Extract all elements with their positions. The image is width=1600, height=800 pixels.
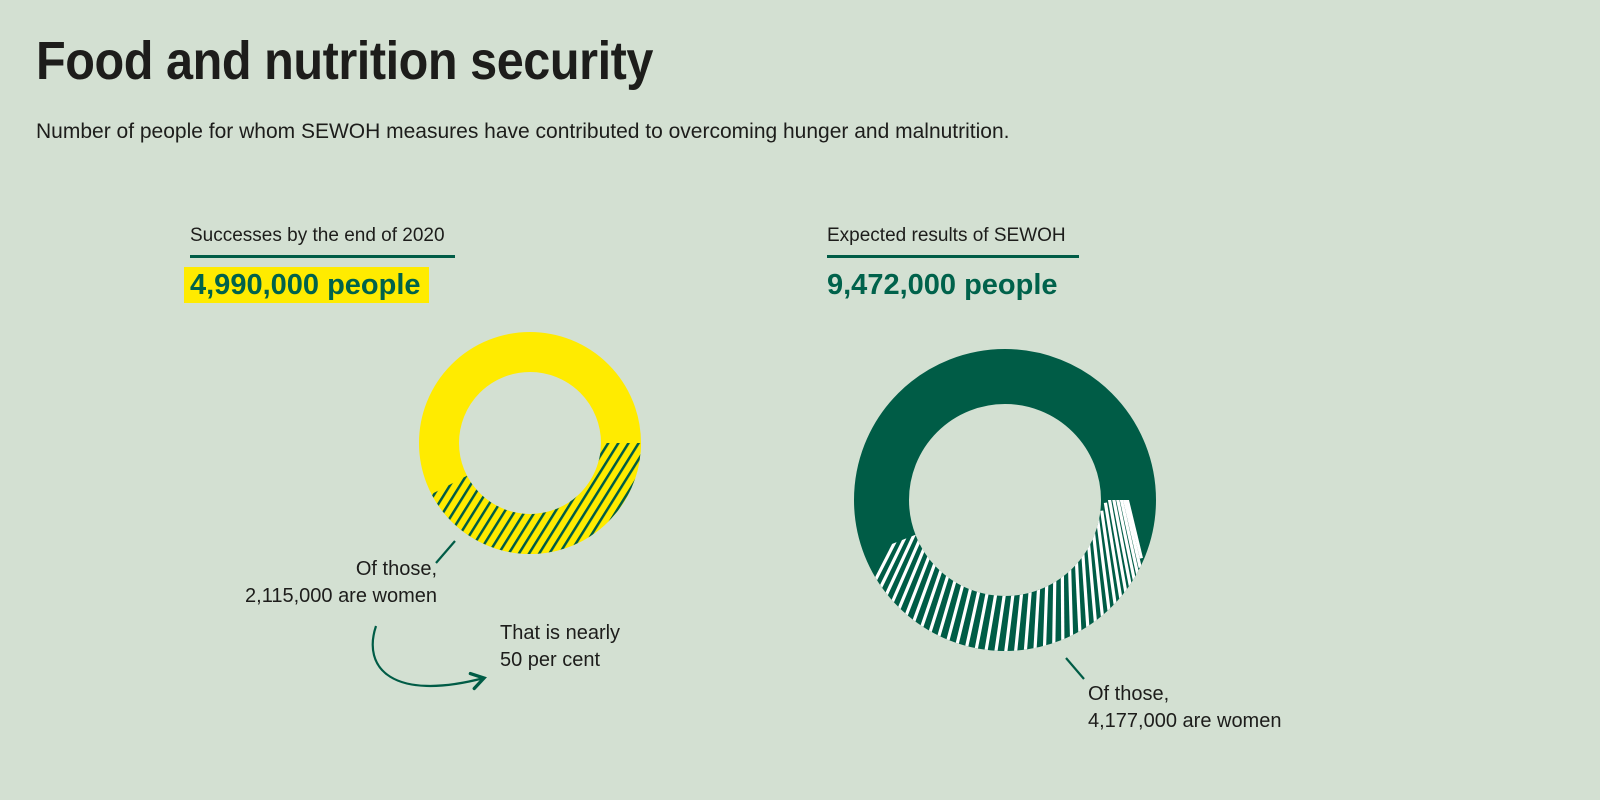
annotation-fifty-percent-line1: That is nearly (500, 622, 621, 644)
panel-successes-2020-underline (190, 255, 455, 258)
donut-ring-svg (854, 349, 1156, 652)
annotation-women-sewoh-line2: 4,177,000 are women (1088, 710, 1282, 732)
page-subtitle: Number of people for whom SEWOH measures… (36, 120, 1010, 143)
annotation-women-2020-line2: 2,115,000 are women (245, 585, 437, 607)
panel-expected-sewoh: Expected results of SEWOH 9,472,000 peop… (827, 224, 1079, 303)
annotation-women-sewoh-line1: Of those, (1088, 683, 1170, 705)
panel-successes-2020-label: Successes by the end of 2020 (190, 225, 445, 246)
panel-expected-sewoh-label: Expected results of SEWOH (827, 225, 1066, 246)
panel-expected-sewoh-underline (827, 255, 1079, 258)
panel-successes-2020-value: 4,990,000 people (184, 267, 429, 303)
annotation-fifty-percent: That is nearly 50 per cent (500, 620, 620, 674)
leader-line-right-donut (1065, 657, 1085, 680)
panel-expected-sewoh-value: 9,472,000 people (827, 269, 1058, 301)
annotation-fifty-percent-line2: 50 per cent (500, 649, 601, 671)
donut-chart-successes-2020 (415, 328, 645, 558)
page-title: Food and nutrition security (36, 31, 653, 91)
panel-successes-2020: Successes by the end of 2020 4,990,000 p… (184, 224, 455, 303)
donut-ring-svg (419, 332, 641, 554)
annotation-women-sewoh: Of those, 4,177,000 are women (1088, 681, 1281, 735)
annotation-women-2020-line1: Of those, (355, 558, 437, 580)
curved-arrow-fifty-percent (371, 625, 487, 691)
donut-chart-expected-sewoh (850, 345, 1160, 655)
annotation-women-2020: Of those, 2,115,000 are women (215, 556, 437, 610)
